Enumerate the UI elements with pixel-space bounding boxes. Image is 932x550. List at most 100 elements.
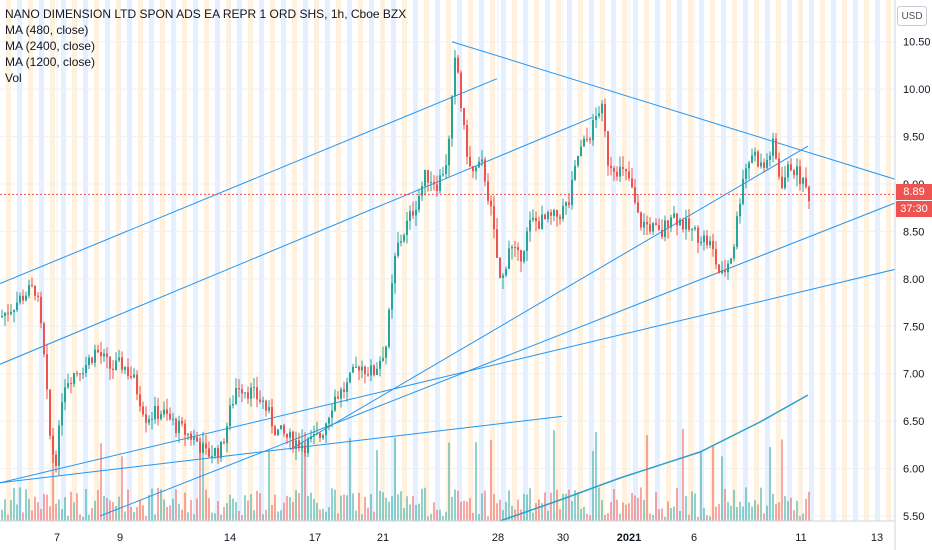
candle-body [508, 248, 510, 269]
price-axis-bg [895, 0, 932, 550]
volume-bar [454, 489, 456, 521]
indicator-ma-1200[interactable]: MA (1200, close) [5, 55, 96, 69]
volume-bar [673, 506, 675, 521]
volume-bar [7, 514, 9, 521]
session-stripe [402, 0, 407, 521]
candle-body [778, 158, 780, 177]
trendline [0, 415, 563, 484]
candle-body [544, 214, 546, 220]
volume-bar [472, 512, 474, 521]
volume-bar [136, 507, 138, 521]
volume-bar [373, 511, 375, 521]
candle-body [247, 392, 249, 399]
candle-body [469, 156, 471, 167]
volume-bar [19, 487, 21, 521]
volume-bar [712, 446, 714, 521]
volume-bar [622, 502, 624, 521]
candle-body [520, 250, 522, 262]
time-axis[interactable]: 7 9 14 17 21 28 30 2021 6 11 13 [0, 520, 895, 544]
candle-body [199, 441, 201, 453]
session-stripe [61, 0, 66, 521]
volume-bar [460, 501, 462, 521]
volume-bar [532, 512, 534, 521]
session-stripe [743, 0, 748, 521]
candle-body [472, 166, 474, 172]
volume-bar [310, 492, 312, 521]
volume-bar [667, 501, 669, 521]
volume-bar [508, 490, 510, 521]
candle-body [82, 373, 84, 375]
candle-body [265, 400, 267, 411]
volume-bar [571, 500, 573, 521]
session-stripe [149, 0, 154, 521]
volume-bar [649, 513, 651, 521]
volume-bar [493, 493, 495, 521]
candle-body [316, 432, 318, 435]
volume-bar [769, 447, 771, 521]
candle-body [250, 387, 252, 399]
volume-bar [448, 442, 450, 521]
volume-bar [664, 516, 666, 521]
volume-bar [784, 496, 786, 521]
currency-button[interactable]: USD [897, 6, 927, 26]
candle-body [301, 445, 303, 449]
candle-body [562, 205, 564, 219]
last-price-label: 8.89 [896, 184, 932, 200]
candle-body [130, 375, 132, 378]
volume-bar [682, 428, 684, 521]
session-shading [6, 0, 891, 521]
candle-body [373, 365, 375, 376]
volume-bar [520, 509, 522, 521]
candle-body [97, 349, 99, 353]
volume-bar [247, 500, 249, 521]
price-axis[interactable]: 10.5010.009.509.008.508.007.507.006.506.… [894, 0, 932, 550]
session-stripe [820, 0, 825, 521]
volume-bar [331, 488, 333, 521]
volume-bar [559, 509, 561, 521]
volume-bar [721, 456, 723, 521]
candle-body [697, 227, 699, 243]
symbol-title[interactable]: NANO DIMENSION LTD SPON ADS EA REPR 1 OR… [5, 7, 407, 21]
candle-body [640, 212, 642, 228]
volume-bar [718, 504, 720, 521]
candle-body [727, 263, 729, 273]
session-stripe [468, 0, 473, 521]
volume-bar [115, 505, 117, 521]
candle-body [565, 202, 567, 206]
volume-bar [175, 489, 177, 521]
volume-bar [184, 492, 186, 521]
session-stripe [171, 0, 176, 521]
trendlines[interactable] [0, 41, 896, 522]
session-stripe [765, 0, 770, 521]
session-stripe [853, 0, 858, 521]
candle-body [595, 116, 597, 121]
indicator-ma-480[interactable]: MA (480, close) [5, 23, 89, 37]
indicator-volume[interactable]: Vol [5, 71, 22, 85]
volume-bar [214, 513, 216, 521]
candles [1, 49, 810, 476]
session-stripe [699, 0, 704, 521]
candle-body [529, 219, 531, 232]
candle-body [436, 184, 438, 191]
candle-body [274, 426, 276, 436]
session-stripe [413, 0, 418, 521]
candle-body [490, 200, 492, 207]
candle-body [58, 425, 60, 466]
volume-bar [46, 494, 48, 521]
chart-legend: NANO DIMENSION LTD SPON ADS EA REPR 1 OR… [5, 6, 406, 86]
session-stripe [556, 0, 561, 521]
candle-body [85, 365, 87, 374]
candle-body [40, 296, 42, 324]
candle-body [100, 352, 102, 357]
indicator-ma-2400[interactable]: MA (2400, close) [5, 39, 96, 53]
candle-body [307, 439, 309, 454]
volume-bar [400, 491, 402, 521]
candle-body [370, 365, 372, 376]
volume-bar [289, 497, 291, 521]
trendline [99, 202, 896, 517]
volume-bar [637, 497, 639, 521]
volume-bar [418, 503, 420, 521]
candle-body [67, 383, 69, 388]
